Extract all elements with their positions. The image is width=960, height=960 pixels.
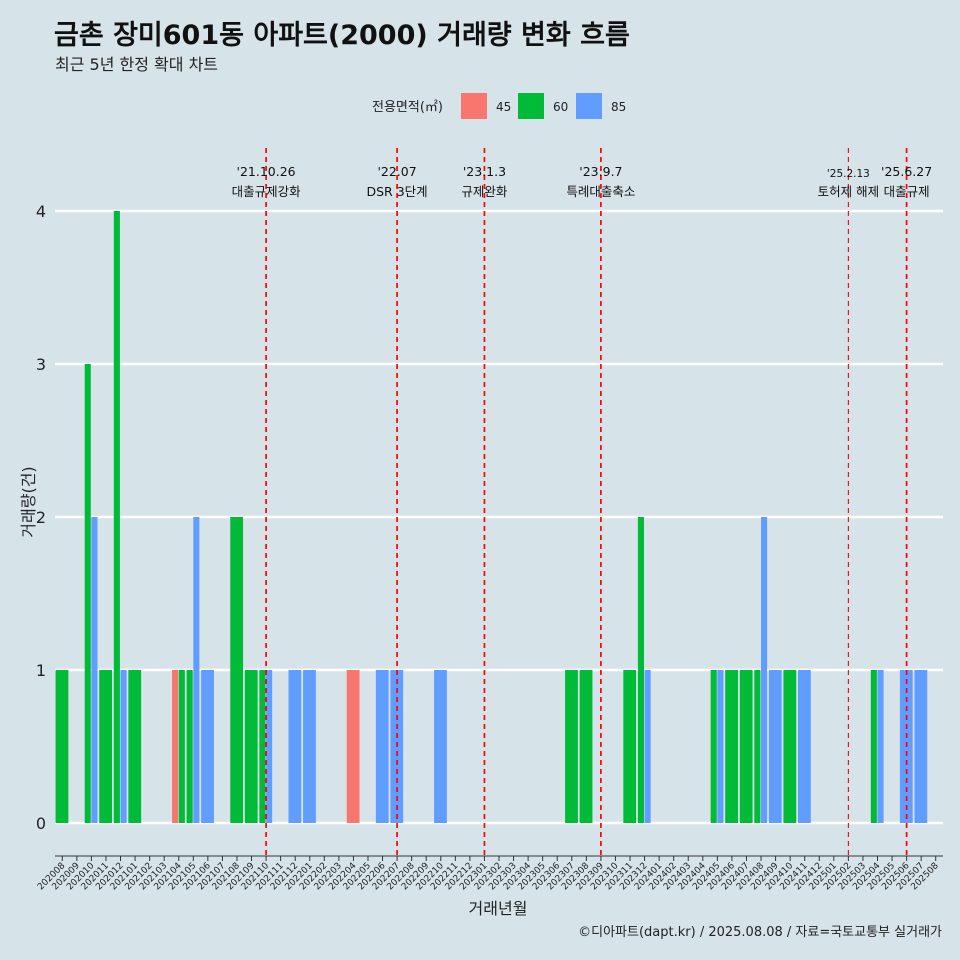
bar-85-202411 bbox=[798, 670, 811, 823]
event-date: '22.07 bbox=[377, 164, 416, 179]
bar-60-202410 bbox=[783, 670, 797, 823]
y-tick-label: 2 bbox=[36, 508, 46, 527]
event-date: '25.2.13 bbox=[827, 168, 870, 180]
bar-60-202109 bbox=[244, 670, 258, 823]
bar-60-202307 bbox=[565, 670, 578, 823]
bar-85-202201 bbox=[303, 670, 316, 823]
bar-85-202210 bbox=[434, 670, 447, 823]
bar-85-202206 bbox=[375, 670, 389, 823]
x-axis-label: 거래년월 bbox=[469, 899, 528, 918]
bar-85-202504 bbox=[877, 670, 884, 823]
bar-60-202101 bbox=[128, 670, 142, 823]
y-axis-label: 거래량(건) bbox=[19, 466, 38, 537]
event-date: '25.6.27 bbox=[881, 164, 932, 179]
legend-swatch-85 bbox=[576, 93, 602, 119]
bar-60-202110 bbox=[259, 670, 266, 823]
chart-title: 금촌 장미601동 아파트(2000) 거래량 변화 흐름 bbox=[54, 20, 630, 51]
event-date: '21.10.26 bbox=[237, 164, 296, 179]
bar-60-202406 bbox=[725, 670, 739, 823]
bar-60-202504 bbox=[870, 670, 877, 823]
event-markers: '21.10.26 대출규제강화 '22.07 DSR 3단계 '23.1.3 규제완화 '… bbox=[232, 148, 932, 856]
y-tick-label: 3 bbox=[36, 355, 46, 374]
bar-60-202008 bbox=[55, 670, 69, 823]
bar-60-202104 bbox=[178, 670, 185, 823]
event-label: 토허제 해제 bbox=[818, 184, 879, 199]
legend-swatch-45 bbox=[461, 93, 487, 119]
bar-60-202108 bbox=[230, 517, 244, 823]
bar-85-202105 bbox=[193, 517, 200, 823]
event-label: 특례대출축소 bbox=[566, 184, 635, 199]
bar-85-202110 bbox=[266, 670, 273, 823]
legend-label-45: 45 bbox=[496, 100, 511, 114]
event-date: '23.1.3 bbox=[463, 164, 506, 179]
bar-45-202104 bbox=[172, 670, 179, 823]
legend-title: 전용면적(㎡) bbox=[372, 100, 443, 115]
event-label: 규제완화 bbox=[461, 184, 508, 199]
legend-swatch-60 bbox=[518, 93, 544, 119]
bar-60-202408 bbox=[754, 670, 761, 823]
bar-85-202507 bbox=[914, 670, 928, 823]
x-axis: 2020082020092020102020112020122021012021… bbox=[36, 855, 943, 892]
bar-60-202407 bbox=[739, 670, 753, 823]
bar-60-202010 bbox=[84, 364, 91, 823]
bar-60-202405 bbox=[710, 670, 717, 823]
bar-85-202408 bbox=[761, 517, 768, 823]
bar-85-202106 bbox=[201, 670, 214, 823]
bar-60-202105 bbox=[186, 670, 193, 823]
event-label: 대출규제 bbox=[884, 184, 930, 199]
bar-60-202011 bbox=[99, 670, 113, 823]
bar-60-202308 bbox=[579, 670, 593, 823]
event-date: '23.9.7 bbox=[579, 164, 622, 179]
event-label: 대출규제강화 bbox=[232, 184, 302, 199]
legend: 전용면적(㎡) 45 60 85 bbox=[372, 93, 626, 119]
bar-45-202204 bbox=[346, 670, 360, 823]
bar-85-202312 bbox=[644, 670, 651, 823]
legend-label-60: 60 bbox=[553, 100, 568, 114]
y-tick-label: 4 bbox=[36, 202, 46, 221]
bar-85-202409 bbox=[768, 670, 782, 823]
y-axis-ticks: 0 1 2 3 4 bbox=[36, 202, 46, 833]
caption: ©디아파트(dapt.kr) / 2025.08.08 / 자료=국토교통부 실… bbox=[578, 925, 942, 940]
bar-85-202010 bbox=[91, 517, 98, 823]
bar-60-202012 bbox=[113, 211, 120, 823]
bar-85-202112 bbox=[288, 670, 302, 823]
bar-60-202311 bbox=[623, 670, 637, 823]
bars bbox=[55, 211, 928, 823]
bar-85-202012 bbox=[120, 670, 127, 823]
event-label: DSR 3단계 bbox=[367, 184, 428, 199]
chart-subtitle: 최근 5년 한정 확대 차트 bbox=[55, 55, 218, 74]
bar-60-202312 bbox=[637, 517, 644, 823]
y-tick-label: 0 bbox=[36, 814, 46, 833]
legend-label-85: 85 bbox=[611, 100, 626, 114]
y-tick-label: 1 bbox=[36, 661, 46, 680]
bar-85-202405 bbox=[717, 670, 724, 823]
